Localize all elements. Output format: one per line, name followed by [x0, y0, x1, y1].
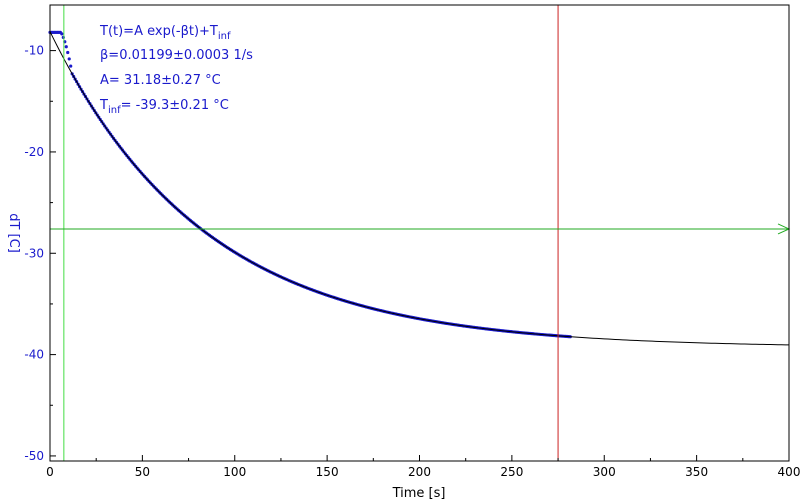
- fit-equation: T(t)=A exp(-βt)+Tinf: [99, 24, 231, 42]
- data-point-8: [60, 32, 64, 36]
- fit-amplitude: A= 31.18±0.27 °C: [100, 73, 221, 88]
- x-tick-label-7: 350: [685, 465, 708, 479]
- y-tick-label-0: -10: [24, 44, 44, 58]
- x-tick-label-6: 300: [593, 465, 616, 479]
- x-tick-label-1: 50: [135, 465, 150, 479]
- x-tick-label-3: 150: [316, 465, 339, 479]
- fit-t-inf: Tinf= -39.3±0.21 °C: [99, 98, 229, 116]
- y-tick-label-2: -30: [24, 246, 44, 260]
- y-tick-label-4: -50: [24, 449, 44, 463]
- data-point-13: [67, 57, 71, 61]
- y-tick-label-1: -20: [24, 145, 44, 159]
- fit-annotation: T(t)=A exp(-βt)+Tinf β=0.01199±0.0003 1/…: [99, 24, 253, 116]
- data-point-12: [66, 50, 70, 55]
- fit-beta: β=0.01199±0.0003 1/s: [100, 48, 253, 63]
- x-tick-label-4: 200: [408, 465, 431, 479]
- x-tick-label-0: 0: [46, 465, 54, 479]
- y-tick-label-3: -40: [24, 348, 44, 362]
- fit-curve: [49, 31, 790, 346]
- data-point-14: [69, 64, 73, 68]
- x-tick-label-5: 250: [500, 465, 523, 479]
- x-axis-title: Time [s]: [392, 486, 446, 501]
- data-point-9: [61, 35, 65, 40]
- y-axis-title: dT [C]: [6, 213, 21, 253]
- data-point-11: [64, 45, 68, 49]
- x-tick-label-8: 400: [778, 465, 800, 479]
- x-tick-label-2: 100: [223, 465, 246, 479]
